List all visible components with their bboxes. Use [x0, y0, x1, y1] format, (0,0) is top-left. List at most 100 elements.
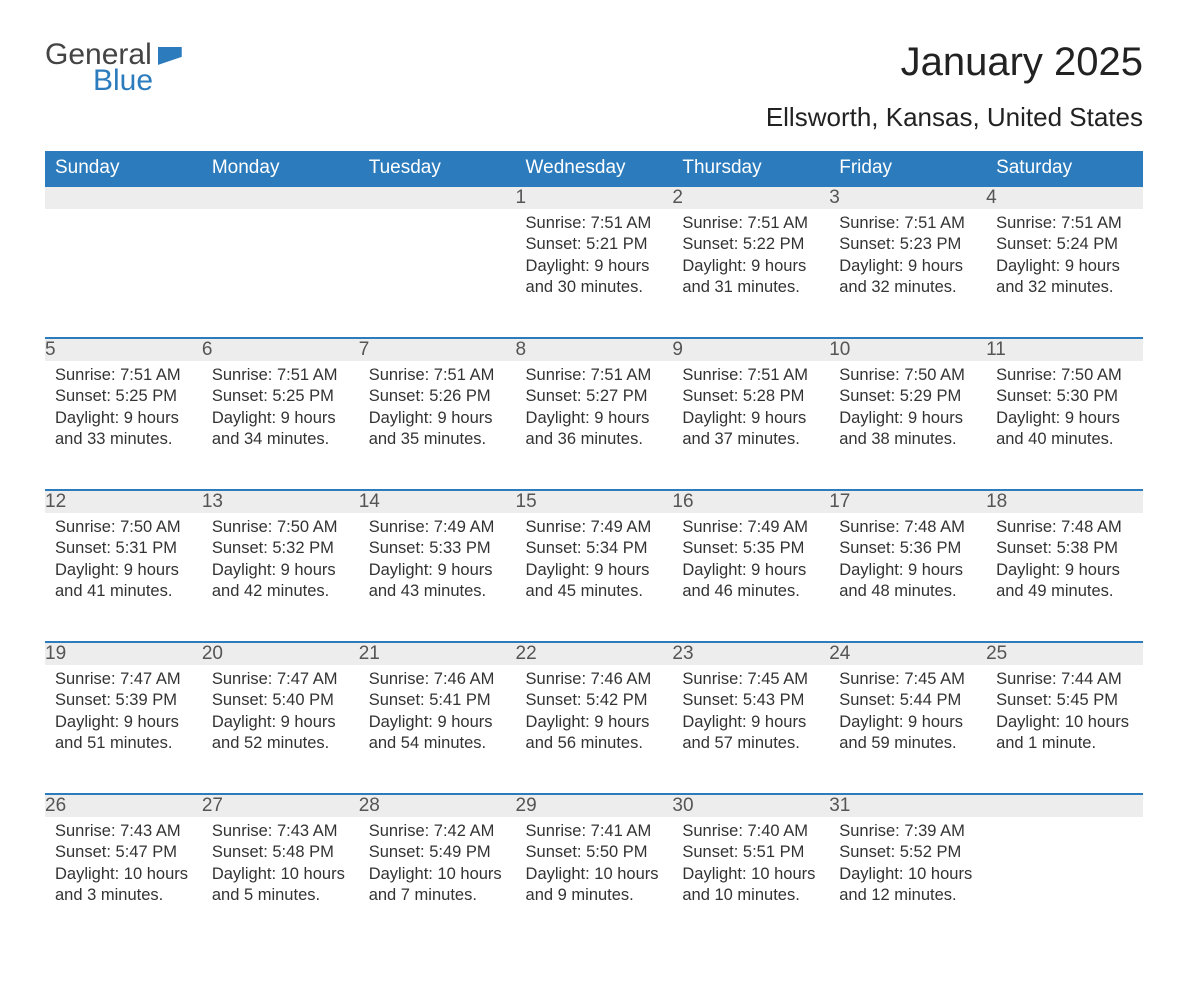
weekday-header: Monday: [202, 151, 359, 186]
empty-day-number: [986, 794, 1143, 817]
day-number: 13: [202, 490, 359, 513]
location-subtitle: Ellsworth, Kansas, United States: [45, 102, 1143, 133]
day-number: 26: [45, 794, 202, 817]
day-content: Sunrise: 7:51 AMSunset: 5:26 PMDaylight:…: [359, 361, 516, 461]
empty-day-cell: [202, 209, 359, 338]
weekday-header: Thursday: [672, 151, 829, 186]
day-cell: Sunrise: 7:43 AMSunset: 5:47 PMDaylight:…: [45, 817, 202, 945]
day-number: 15: [516, 490, 673, 513]
day-content: Sunrise: 7:46 AMSunset: 5:41 PMDaylight:…: [359, 665, 516, 765]
week-daynum-row: 1234: [45, 186, 1143, 209]
weekday-header: Wednesday: [516, 151, 673, 186]
day-cell: Sunrise: 7:46 AMSunset: 5:42 PMDaylight:…: [516, 665, 673, 794]
day-number: 19: [45, 642, 202, 665]
day-content: Sunrise: 7:43 AMSunset: 5:48 PMDaylight:…: [202, 817, 359, 917]
week-content-row: Sunrise: 7:51 AMSunset: 5:21 PMDaylight:…: [45, 209, 1143, 338]
day-cell: Sunrise: 7:50 AMSunset: 5:30 PMDaylight:…: [986, 361, 1143, 490]
day-number: 1: [516, 186, 673, 209]
empty-day-cell: [986, 817, 1143, 945]
day-cell: Sunrise: 7:50 AMSunset: 5:29 PMDaylight:…: [829, 361, 986, 490]
day-cell: Sunrise: 7:49 AMSunset: 5:34 PMDaylight:…: [516, 513, 673, 642]
header: General Blue January 2025: [45, 40, 1143, 96]
day-cell: Sunrise: 7:45 AMSunset: 5:44 PMDaylight:…: [829, 665, 986, 794]
day-cell: Sunrise: 7:44 AMSunset: 5:45 PMDaylight:…: [986, 665, 1143, 794]
week-content-row: Sunrise: 7:43 AMSunset: 5:47 PMDaylight:…: [45, 817, 1143, 945]
day-content: Sunrise: 7:51 AMSunset: 5:27 PMDaylight:…: [516, 361, 673, 461]
day-content: Sunrise: 7:47 AMSunset: 5:39 PMDaylight:…: [45, 665, 202, 765]
day-content: Sunrise: 7:47 AMSunset: 5:40 PMDaylight:…: [202, 665, 359, 765]
calendar-table: SundayMondayTuesdayWednesdayThursdayFrid…: [45, 151, 1143, 945]
day-number: 31: [829, 794, 986, 817]
day-number: 11: [986, 338, 1143, 361]
day-number: 5: [45, 338, 202, 361]
day-number: 18: [986, 490, 1143, 513]
day-cell: Sunrise: 7:51 AMSunset: 5:25 PMDaylight:…: [45, 361, 202, 490]
day-number: 8: [516, 338, 673, 361]
day-number: 29: [516, 794, 673, 817]
day-number: 28: [359, 794, 516, 817]
day-cell: Sunrise: 7:40 AMSunset: 5:51 PMDaylight:…: [672, 817, 829, 945]
week-content-row: Sunrise: 7:50 AMSunset: 5:31 PMDaylight:…: [45, 513, 1143, 642]
day-content: Sunrise: 7:51 AMSunset: 5:28 PMDaylight:…: [672, 361, 829, 461]
day-cell: Sunrise: 7:48 AMSunset: 5:36 PMDaylight:…: [829, 513, 986, 642]
weekday-header: Sunday: [45, 151, 202, 186]
day-cell: Sunrise: 7:42 AMSunset: 5:49 PMDaylight:…: [359, 817, 516, 945]
day-cell: Sunrise: 7:45 AMSunset: 5:43 PMDaylight:…: [672, 665, 829, 794]
empty-day-number: [202, 186, 359, 209]
day-cell: Sunrise: 7:51 AMSunset: 5:26 PMDaylight:…: [359, 361, 516, 490]
day-number: 7: [359, 338, 516, 361]
day-cell: Sunrise: 7:41 AMSunset: 5:50 PMDaylight:…: [516, 817, 673, 945]
day-number: 9: [672, 338, 829, 361]
day-cell: Sunrise: 7:50 AMSunset: 5:32 PMDaylight:…: [202, 513, 359, 642]
weekday-header: Tuesday: [359, 151, 516, 186]
day-content: Sunrise: 7:50 AMSunset: 5:29 PMDaylight:…: [829, 361, 986, 461]
day-content: Sunrise: 7:42 AMSunset: 5:49 PMDaylight:…: [359, 817, 516, 917]
day-content: Sunrise: 7:49 AMSunset: 5:35 PMDaylight:…: [672, 513, 829, 613]
day-content: Sunrise: 7:43 AMSunset: 5:47 PMDaylight:…: [45, 817, 202, 917]
day-content: Sunrise: 7:46 AMSunset: 5:42 PMDaylight:…: [516, 665, 673, 765]
day-number: 2: [672, 186, 829, 209]
day-content: Sunrise: 7:49 AMSunset: 5:34 PMDaylight:…: [516, 513, 673, 613]
logo-word2: Blue: [93, 66, 182, 96]
day-content: Sunrise: 7:51 AMSunset: 5:23 PMDaylight:…: [829, 209, 986, 309]
day-cell: Sunrise: 7:46 AMSunset: 5:41 PMDaylight:…: [359, 665, 516, 794]
day-content: Sunrise: 7:51 AMSunset: 5:24 PMDaylight:…: [986, 209, 1143, 309]
week-daynum-row: 12131415161718: [45, 490, 1143, 513]
day-content: Sunrise: 7:51 AMSunset: 5:25 PMDaylight:…: [45, 361, 202, 461]
day-number: 3: [829, 186, 986, 209]
day-cell: Sunrise: 7:39 AMSunset: 5:52 PMDaylight:…: [829, 817, 986, 945]
day-number: 25: [986, 642, 1143, 665]
day-content: Sunrise: 7:48 AMSunset: 5:36 PMDaylight:…: [829, 513, 986, 613]
day-number: 6: [202, 338, 359, 361]
weekday-header: Saturday: [986, 151, 1143, 186]
day-cell: Sunrise: 7:49 AMSunset: 5:35 PMDaylight:…: [672, 513, 829, 642]
day-content: Sunrise: 7:39 AMSunset: 5:52 PMDaylight:…: [829, 817, 986, 917]
day-content: Sunrise: 7:41 AMSunset: 5:50 PMDaylight:…: [516, 817, 673, 917]
day-content: Sunrise: 7:50 AMSunset: 5:31 PMDaylight:…: [45, 513, 202, 613]
week-daynum-row: 567891011: [45, 338, 1143, 361]
day-cell: Sunrise: 7:51 AMSunset: 5:23 PMDaylight:…: [829, 209, 986, 338]
day-content: Sunrise: 7:44 AMSunset: 5:45 PMDaylight:…: [986, 665, 1143, 765]
day-cell: Sunrise: 7:51 AMSunset: 5:27 PMDaylight:…: [516, 361, 673, 490]
day-cell: Sunrise: 7:47 AMSunset: 5:39 PMDaylight:…: [45, 665, 202, 794]
day-cell: Sunrise: 7:50 AMSunset: 5:31 PMDaylight:…: [45, 513, 202, 642]
day-content: Sunrise: 7:51 AMSunset: 5:21 PMDaylight:…: [516, 209, 673, 309]
logo-flag-icon: [158, 47, 182, 65]
day-content: Sunrise: 7:48 AMSunset: 5:38 PMDaylight:…: [986, 513, 1143, 613]
weekday-header-row: SundayMondayTuesdayWednesdayThursdayFrid…: [45, 151, 1143, 186]
day-number: 24: [829, 642, 986, 665]
day-cell: Sunrise: 7:48 AMSunset: 5:38 PMDaylight:…: [986, 513, 1143, 642]
day-content: Sunrise: 7:50 AMSunset: 5:32 PMDaylight:…: [202, 513, 359, 613]
day-cell: Sunrise: 7:51 AMSunset: 5:21 PMDaylight:…: [516, 209, 673, 338]
day-cell: Sunrise: 7:51 AMSunset: 5:28 PMDaylight:…: [672, 361, 829, 490]
day-number: 20: [202, 642, 359, 665]
empty-day-cell: [359, 209, 516, 338]
day-content: Sunrise: 7:50 AMSunset: 5:30 PMDaylight:…: [986, 361, 1143, 461]
day-cell: Sunrise: 7:51 AMSunset: 5:22 PMDaylight:…: [672, 209, 829, 338]
day-number: 4: [986, 186, 1143, 209]
day-content: Sunrise: 7:51 AMSunset: 5:25 PMDaylight:…: [202, 361, 359, 461]
week-daynum-row: 19202122232425: [45, 642, 1143, 665]
day-content: Sunrise: 7:40 AMSunset: 5:51 PMDaylight:…: [672, 817, 829, 917]
empty-day-number: [45, 186, 202, 209]
day-number: 23: [672, 642, 829, 665]
